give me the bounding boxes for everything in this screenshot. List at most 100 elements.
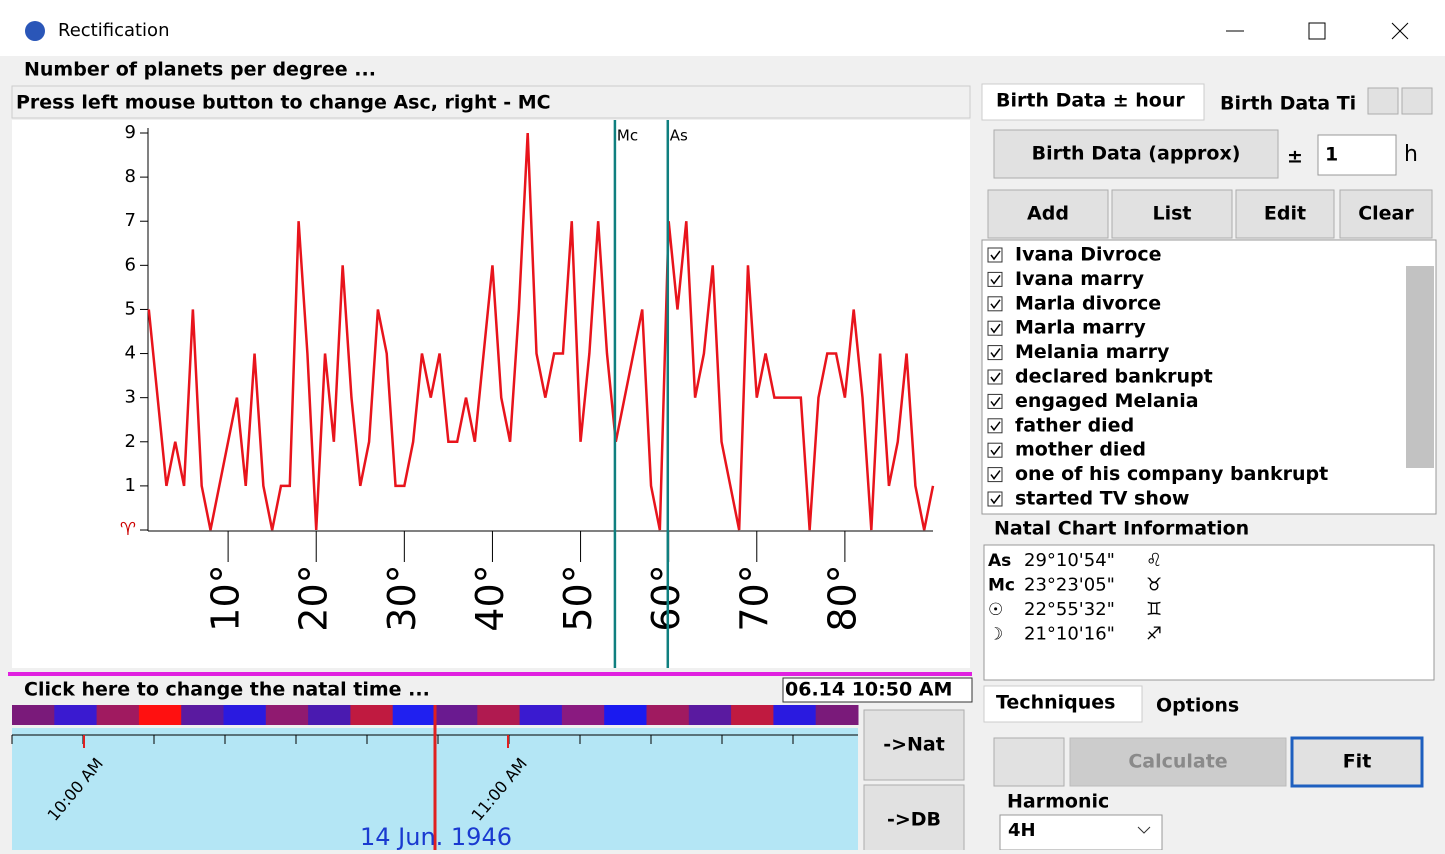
y-tick-label: 9 (125, 122, 136, 143)
time-strip-cell[interactable] (138, 705, 182, 725)
subtitle-box (11, 85, 971, 119)
action-button[interactable] (1111, 189, 1233, 239)
event-label: one of his company bankrupt (1015, 463, 1328, 485)
time-strip-cell[interactable] (604, 705, 647, 725)
time-strip-cell[interactable] (265, 705, 309, 725)
checkmark (990, 372, 1001, 383)
tab-active[interactable] (981, 83, 1205, 121)
y-tick-label: 3 (125, 387, 136, 408)
tab-scroll-right[interactable] (1401, 87, 1433, 115)
action-button[interactable] (987, 189, 1109, 239)
natal-sign: ♌ (1146, 550, 1162, 571)
checkmark (990, 250, 1001, 261)
checkmark (990, 323, 1001, 334)
x-tick-label: 50° (556, 564, 600, 631)
checkmark (990, 348, 1001, 358)
time-strip-cell[interactable] (773, 705, 817, 725)
close[interactable] (1391, 22, 1409, 40)
birth-data-button[interactable] (993, 129, 1279, 179)
tab-label: Birth Data ± hour (996, 90, 1185, 112)
time-strip-cell[interactable] (12, 705, 55, 725)
app-icon (25, 21, 45, 41)
y-tick-label: 5 (125, 298, 136, 319)
time-strip-cell[interactable] (181, 705, 224, 725)
time-strip-cell[interactable] (561, 705, 605, 725)
checkbox[interactable] (987, 491, 1003, 507)
event-label: Melania marry (1015, 341, 1170, 363)
time-strip-cell[interactable] (54, 705, 98, 725)
combo-arrow (1137, 826, 1151, 834)
checkbox[interactable] (987, 467, 1003, 483)
tab-label: Techniques (996, 692, 1115, 714)
time-strip-cell[interactable] (815, 705, 859, 725)
natal-value: 23°23'05" (1024, 575, 1115, 596)
time-strip-cell[interactable] (477, 705, 521, 725)
fit-button[interactable] (1290, 736, 1424, 788)
birth-data-button-label: Birth Data (approx) (1032, 143, 1241, 165)
marker-label: As (670, 127, 688, 145)
checkmark (990, 274, 1001, 285)
natal-label: ☉ (988, 600, 1003, 620)
event-label: Marla marry (1015, 317, 1146, 339)
checkbox[interactable] (987, 393, 1003, 409)
calculate-button-label: Calculate (1128, 751, 1227, 773)
time-strip-cell[interactable] (392, 705, 436, 725)
chart-area (12, 120, 970, 668)
natal-box (983, 544, 1435, 681)
action-button[interactable] (1339, 189, 1433, 239)
tab-scroll-left[interactable] (1367, 87, 1399, 115)
chart-title: Number of planets per degree ... (24, 59, 376, 81)
time-strip-cell[interactable] (96, 705, 140, 725)
checkbox[interactable] (987, 271, 1003, 287)
maximize[interactable] (1308, 22, 1326, 40)
x-tick-label: 20° (292, 564, 336, 631)
event-label: engaged Melania (1015, 390, 1199, 412)
event-label: declared bankrupt (1015, 366, 1213, 388)
y-tick-label: 2 (125, 431, 136, 452)
hours-spin[interactable] (1317, 134, 1397, 176)
checkbox[interactable] (987, 296, 1003, 312)
checkmark (990, 396, 1001, 407)
y-tick-label: 4 (125, 343, 136, 364)
checkbox[interactable] (987, 247, 1003, 263)
action-button[interactable] (1235, 189, 1335, 239)
natal-value: 29°10'54" (1024, 550, 1115, 571)
harmonic-value: 4H (1008, 820, 1036, 841)
natal-label: Mc (988, 576, 1015, 596)
timeline-prompt: Click here to change the natal time ... (24, 679, 430, 701)
checkbox[interactable] (987, 320, 1003, 336)
time-strip-cell[interactable] (350, 705, 394, 725)
title-bar (0, 0, 1445, 56)
tab-label: Options (1156, 695, 1239, 717)
date-label: 14 Jun. 1946 (360, 823, 512, 850)
time-strip-cell[interactable] (731, 705, 774, 725)
fit-button-label: Fit (1343, 751, 1372, 773)
to-nat-button[interactable] (863, 709, 965, 781)
natal-value: 21°10'16" (1024, 624, 1115, 645)
checkbox[interactable] (987, 345, 1003, 361)
tool-button[interactable] (993, 737, 1065, 787)
time-strip-cell[interactable] (646, 705, 690, 725)
to-db-button[interactable] (863, 784, 965, 854)
checkbox[interactable] (987, 369, 1003, 385)
x-tick-label: 70° (732, 564, 776, 631)
time-strip-cell[interactable] (688, 705, 732, 725)
time-strip-cell[interactable] (435, 705, 478, 725)
chart-subtitle: Press left mouse button to change Asc, r… (16, 92, 551, 114)
action-button-label: Edit (1264, 203, 1306, 225)
event-label: Ivana marry (1015, 268, 1145, 290)
time-strip-cell[interactable] (223, 705, 267, 725)
hours-value: 1 (1325, 144, 1338, 166)
event-list[interactable] (981, 239, 1437, 515)
checkbox[interactable] (987, 442, 1003, 458)
tab-active[interactable] (983, 685, 1143, 723)
time-strip-cell[interactable] (308, 705, 351, 725)
checkbox[interactable] (987, 418, 1003, 434)
hours-unit: h (1404, 142, 1418, 167)
current-time: 06.14 10:50 AM (785, 679, 952, 701)
scrollbar-thumb[interactable] (1406, 266, 1434, 468)
time-strip-cell[interactable] (519, 705, 563, 725)
calculate-button[interactable] (1069, 737, 1287, 787)
checkmark (990, 421, 1001, 432)
